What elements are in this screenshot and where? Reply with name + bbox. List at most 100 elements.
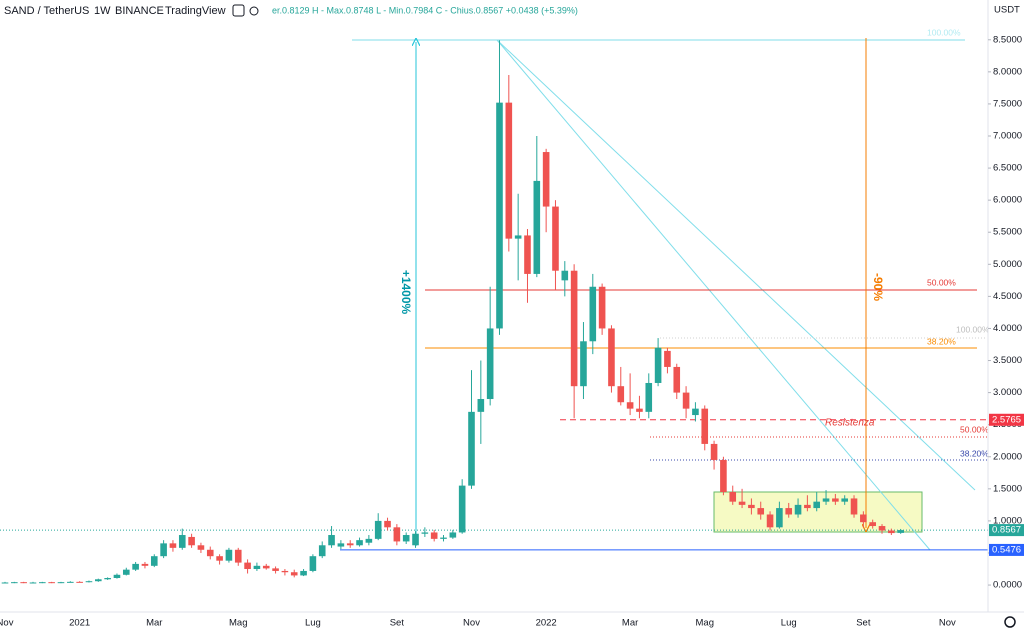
candle-body: [486, 328, 494, 400]
price-marker: [989, 543, 1024, 556]
candle-body: [645, 382, 653, 412]
drawings-back: +1400% -90% Resistenza 100.00% 50.00% 38…: [0, 27, 990, 551]
candle-body: [402, 535, 410, 542]
y-tick-label: 4.0000: [993, 323, 1022, 334]
y-tick-label: 0.0000: [993, 580, 1022, 591]
candle-body: [514, 235, 522, 239]
exchange: BINANCE: [115, 5, 164, 17]
candle-body: [794, 504, 802, 515]
candle-body: [542, 152, 550, 207]
candle-body: [104, 578, 111, 580]
candle-body: [496, 102, 503, 329]
candle-body: [580, 341, 587, 387]
x-tick-label: Mag: [229, 618, 247, 629]
candle-body: [598, 286, 606, 329]
candle-body: [804, 504, 811, 509]
candle-body: [458, 485, 466, 533]
candle-body: [20, 582, 27, 584]
candle-body: [188, 536, 195, 546]
trend-line: [496, 39, 931, 551]
candle-body: [160, 543, 167, 557]
candle-body: [132, 563, 139, 570]
price-marker-label: 2.5765: [992, 414, 1021, 425]
candle-body: [253, 565, 261, 570]
y-tick-label: 3.5000: [993, 355, 1022, 366]
candle-body: [524, 235, 531, 274]
fib-label: 100.00%: [927, 27, 961, 37]
candle-body: [897, 530, 904, 533]
candle-body: [654, 347, 662, 383]
candle-body: [664, 350, 671, 367]
candle-body: [328, 535, 335, 546]
ohlc: er.0.8129 H - Max.0.8748 L - Min.0.7984 …: [272, 5, 578, 15]
candle-body: [832, 498, 839, 502]
candle-body: [309, 556, 317, 571]
candle-body: [869, 522, 876, 527]
fib-label: 38.20%: [927, 336, 956, 346]
candle-body: [48, 582, 55, 584]
trend-line: [496, 39, 976, 491]
x-tick-label: Mar: [146, 618, 162, 629]
y-tick-label: 8.5000: [993, 34, 1022, 45]
candle-body: [729, 492, 737, 502]
candle-body: [11, 582, 18, 584]
candle-body: [318, 545, 326, 557]
candle-body: [682, 392, 690, 409]
y-tick-label: 8.0000: [993, 66, 1022, 77]
candle-body: [841, 498, 848, 502]
candle-body: [888, 530, 895, 534]
y-tick-label: 5.5000: [993, 227, 1022, 238]
candle-body: [589, 286, 597, 342]
candle-body: [785, 508, 793, 515]
collapse-icon[interactable]: [232, 4, 245, 17]
candle-body: [356, 540, 363, 546]
candle-body: [710, 443, 718, 460]
candle-body: [449, 532, 457, 538]
y-tick-label: 6.0000: [993, 195, 1022, 206]
eye-icon[interactable]: [249, 6, 259, 16]
settings-icon[interactable]: [1004, 616, 1016, 628]
y-tick-label: 2.0000: [993, 451, 1022, 462]
y-tick-label: 1.0000: [993, 515, 1022, 526]
candle-body: [673, 366, 681, 393]
candle-body: [290, 572, 298, 576]
candle-body: [1, 582, 9, 584]
source: TradingView: [165, 5, 226, 17]
candle-body: [281, 570, 289, 573]
candle-body: [365, 538, 373, 543]
candle-body: [113, 574, 121, 578]
candle-body: [85, 581, 93, 583]
candle-body: [570, 270, 578, 387]
candle-body: [430, 532, 438, 539]
candle-body: [626, 402, 634, 409]
price-marker-label: 0.5476: [992, 544, 1021, 555]
candle-body: [169, 543, 177, 548]
y-tick-label: 3.0000: [993, 387, 1022, 398]
candle-body: [337, 543, 345, 547]
x-tick-label: Nov: [0, 618, 14, 629]
candle-body: [262, 565, 270, 569]
candle-body: [384, 520, 391, 528]
candle-body: [29, 582, 37, 584]
candle-body: [561, 270, 569, 281]
candle-body: [850, 498, 858, 515]
candle-body: [738, 501, 746, 505]
candle-body: [748, 504, 755, 509]
interval: 1W: [94, 5, 111, 17]
candle-body: [76, 581, 83, 583]
measure-label: -90%: [871, 273, 885, 301]
header-box: [0, 2, 272, 20]
x-tick-label: 2022: [536, 618, 557, 629]
candle-body: [206, 549, 214, 557]
x-tick-label: Nov: [939, 618, 956, 629]
candle-body: [757, 508, 765, 515]
x-tick-label: Mag: [696, 618, 714, 629]
y-tick-label: 1.5000: [993, 483, 1022, 494]
range-box: [713, 491, 923, 533]
candle-body: [701, 408, 709, 444]
y-tick-label: 6.5000: [993, 163, 1022, 174]
candle-body: [608, 328, 615, 387]
price-marker-label: 0.8567: [992, 525, 1021, 536]
